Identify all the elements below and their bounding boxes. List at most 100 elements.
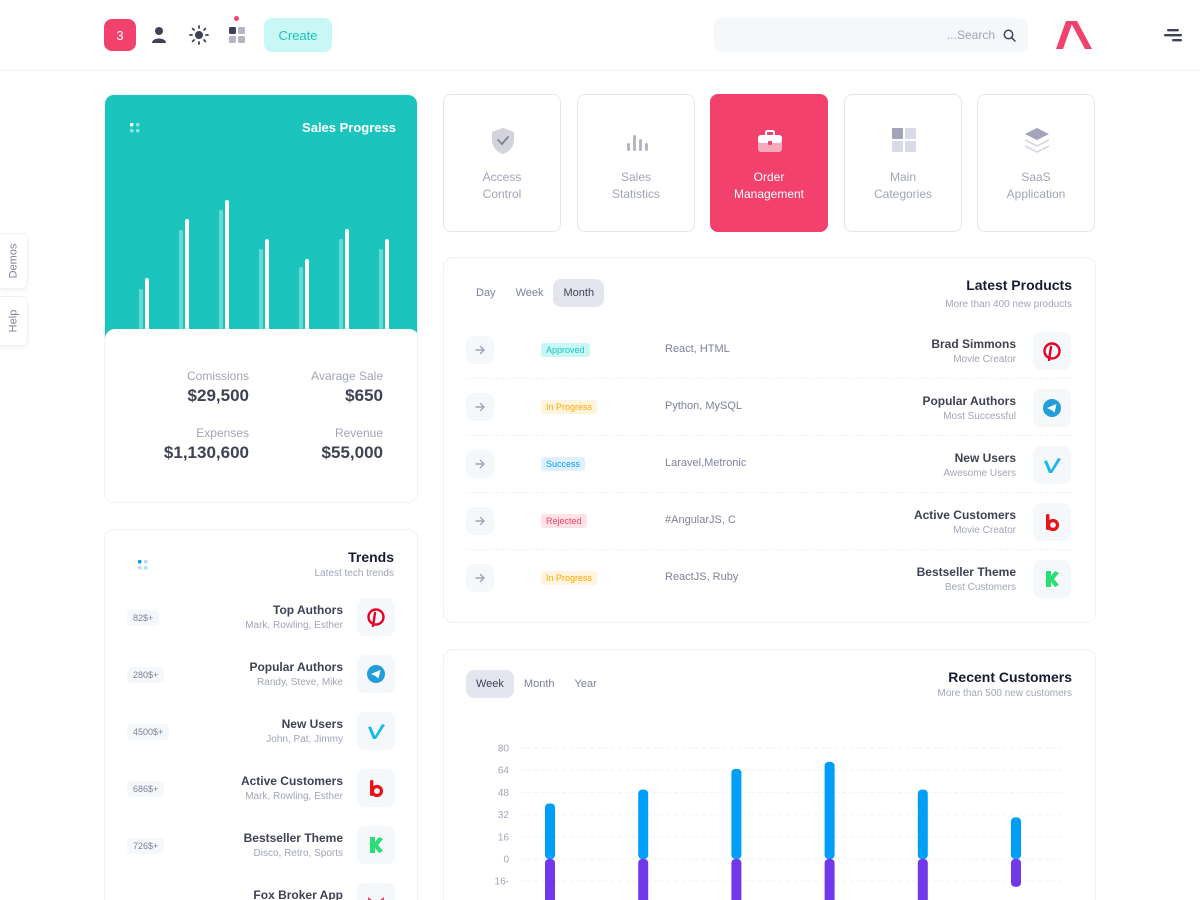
product-name: Popular Authors bbox=[922, 394, 1016, 408]
tab-day[interactable]: Day bbox=[476, 287, 496, 299]
help-tab-label: Help bbox=[7, 309, 20, 333]
tile-label-line1: Access bbox=[482, 170, 522, 184]
stat-value: $29,500 bbox=[187, 386, 249, 405]
recent-customers-card: Week Month Year Recent Customers More th… bbox=[443, 649, 1096, 900]
dots-menu-icon[interactable] bbox=[137, 559, 149, 571]
tile-label-line1: Order bbox=[753, 170, 785, 184]
customers-period-tabs: Week Month Year bbox=[466, 670, 607, 698]
briefcase-icon bbox=[758, 130, 782, 152]
trend-row[interactable]: Fox Broker App bbox=[105, 883, 417, 900]
kickstarter-icon bbox=[1046, 571, 1059, 587]
customer-bar-negative bbox=[1011, 859, 1021, 887]
apps-indicator-dot bbox=[234, 16, 239, 21]
trend-name: Fox Broker App bbox=[253, 888, 343, 900]
tile-order-management[interactable]: Order Management bbox=[710, 94, 828, 232]
dots-menu-icon[interactable] bbox=[129, 122, 141, 134]
product-row[interactable]: Approved React, HTML Brad Simmons Movie Cre… bbox=[444, 322, 1095, 379]
trend-row[interactable]: 280$+ Popular Authors Randy, Steve, Mike bbox=[105, 655, 417, 695]
tab-month[interactable]: Month bbox=[553, 279, 605, 307]
shield-icon bbox=[492, 128, 514, 154]
product-name: Active Customers bbox=[913, 508, 1016, 522]
brand-tile bbox=[357, 712, 395, 750]
bar-chart-icon bbox=[627, 135, 648, 151]
sun-icon[interactable] bbox=[188, 24, 210, 46]
open-row-button[interactable] bbox=[466, 564, 494, 592]
demos-tab[interactable]: Demos bbox=[0, 233, 28, 289]
brand-tile bbox=[357, 769, 395, 807]
trend-row[interactable]: 4500$+ New Users John, Pat, Jimmy bbox=[105, 712, 417, 752]
tile-label-line1: Main bbox=[889, 170, 916, 184]
latest-products-card: Day Week Month Latest Products More than… bbox=[443, 257, 1096, 623]
status-badge: Rejected bbox=[541, 514, 587, 528]
telegram-icon bbox=[367, 665, 385, 683]
demos-tab-label: Demos bbox=[7, 243, 20, 279]
brand-logo-icon[interactable] bbox=[1054, 19, 1094, 51]
tech-stack: Laravel,Metronic bbox=[665, 457, 747, 469]
price-badge: 82$+ bbox=[127, 610, 160, 626]
customer-bar-positive bbox=[638, 789, 649, 859]
tile-access-control[interactable]: Access Control bbox=[443, 94, 561, 232]
search-box[interactable] bbox=[714, 18, 1028, 52]
price-badge: 280$+ bbox=[127, 667, 165, 683]
tab-year[interactable]: Year bbox=[574, 678, 597, 690]
tab-week[interactable]: Week bbox=[466, 670, 514, 698]
latest-products-subtitle: More than 400 new products bbox=[945, 299, 1072, 310]
help-tab[interactable]: Help bbox=[0, 296, 28, 346]
y-tick-label: 64 bbox=[498, 766, 510, 777]
trend-name: Active Customers bbox=[240, 774, 343, 788]
layers-icon bbox=[1025, 128, 1049, 153]
brand-tile bbox=[1033, 446, 1071, 484]
trend-row[interactable]: 686$+ Active Customers Mark, Rowling, Es… bbox=[105, 769, 417, 809]
product-row[interactable]: In Progress ReactJS, Ruby Bestseller Theme… bbox=[444, 550, 1095, 607]
search-icon[interactable] bbox=[1003, 29, 1016, 42]
trend-desc: Randy, Steve, Mike bbox=[257, 677, 343, 688]
sales-bar bbox=[185, 219, 189, 331]
open-row-button[interactable] bbox=[466, 336, 494, 364]
trends-subtitle: Latest tech trends bbox=[314, 568, 395, 579]
tile-label-line1: SaaS bbox=[1021, 170, 1051, 184]
product-row[interactable]: Rejected #AngularJS, C Active Customers Mov… bbox=[444, 493, 1095, 550]
sales-bar-shadow bbox=[339, 239, 343, 331]
recent-customers-subtitle: More than 500 new customers bbox=[937, 688, 1072, 699]
tile-main-categories[interactable]: Main Categories bbox=[844, 94, 962, 232]
product-desc: Awesome Users bbox=[943, 468, 1016, 479]
tile-saas-application[interactable]: SaaS Application bbox=[977, 94, 1095, 232]
open-row-button[interactable] bbox=[466, 507, 494, 535]
tile-sales-statistics[interactable]: Sales Statistics bbox=[577, 94, 695, 232]
stat-value: $55,000 bbox=[321, 443, 383, 462]
row-divider bbox=[466, 492, 1073, 493]
sales-bar bbox=[305, 259, 309, 331]
product-row[interactable]: Success Laravel,Metronic New Users Awesome … bbox=[444, 436, 1095, 493]
create-button[interactable]: Create bbox=[264, 18, 332, 52]
brand-tile bbox=[357, 655, 395, 693]
brand-tile bbox=[1033, 503, 1071, 541]
pinterest-icon bbox=[367, 608, 385, 627]
sales-bar-shadow bbox=[179, 230, 183, 331]
user-icon[interactable] bbox=[148, 24, 170, 46]
menu-toggle-icon[interactable] bbox=[1164, 26, 1182, 44]
arrow-right-icon bbox=[475, 516, 485, 526]
product-name: Brad Simmons bbox=[931, 337, 1016, 351]
apps-icon[interactable] bbox=[226, 24, 248, 46]
sales-bar bbox=[265, 239, 269, 331]
recent-customers-title: Recent Customers bbox=[948, 669, 1072, 685]
y-tick-label: 0 bbox=[503, 855, 509, 866]
trend-row[interactable]: 726$+ Bestseller Theme Disco, Retro, Spo… bbox=[105, 826, 417, 866]
customer-bar-negative bbox=[917, 859, 928, 900]
customer-bar-positive bbox=[917, 789, 928, 859]
product-desc: Best Customers bbox=[944, 582, 1016, 593]
tab-week[interactable]: Week bbox=[515, 287, 544, 299]
tab-month[interactable]: Month bbox=[523, 678, 555, 690]
kickstarter-icon bbox=[370, 837, 383, 853]
search-input[interactable] bbox=[795, 28, 995, 42]
notifications-button[interactable]: 3 bbox=[104, 19, 136, 51]
status-badge: Approved bbox=[541, 343, 590, 357]
trend-row[interactable]: 82$+ Top Authors Mark, Rowling, Esther bbox=[105, 598, 417, 638]
tile-label-line2: Control bbox=[482, 187, 522, 201]
tech-stack: Python, MySQL bbox=[665, 400, 743, 412]
product-row[interactable]: In Progress Python, MySQL Popular Authors M… bbox=[444, 379, 1095, 436]
brand-tile bbox=[357, 826, 395, 864]
row-divider bbox=[466, 378, 1073, 379]
open-row-button[interactable] bbox=[466, 450, 494, 478]
open-row-button[interactable] bbox=[466, 393, 494, 421]
